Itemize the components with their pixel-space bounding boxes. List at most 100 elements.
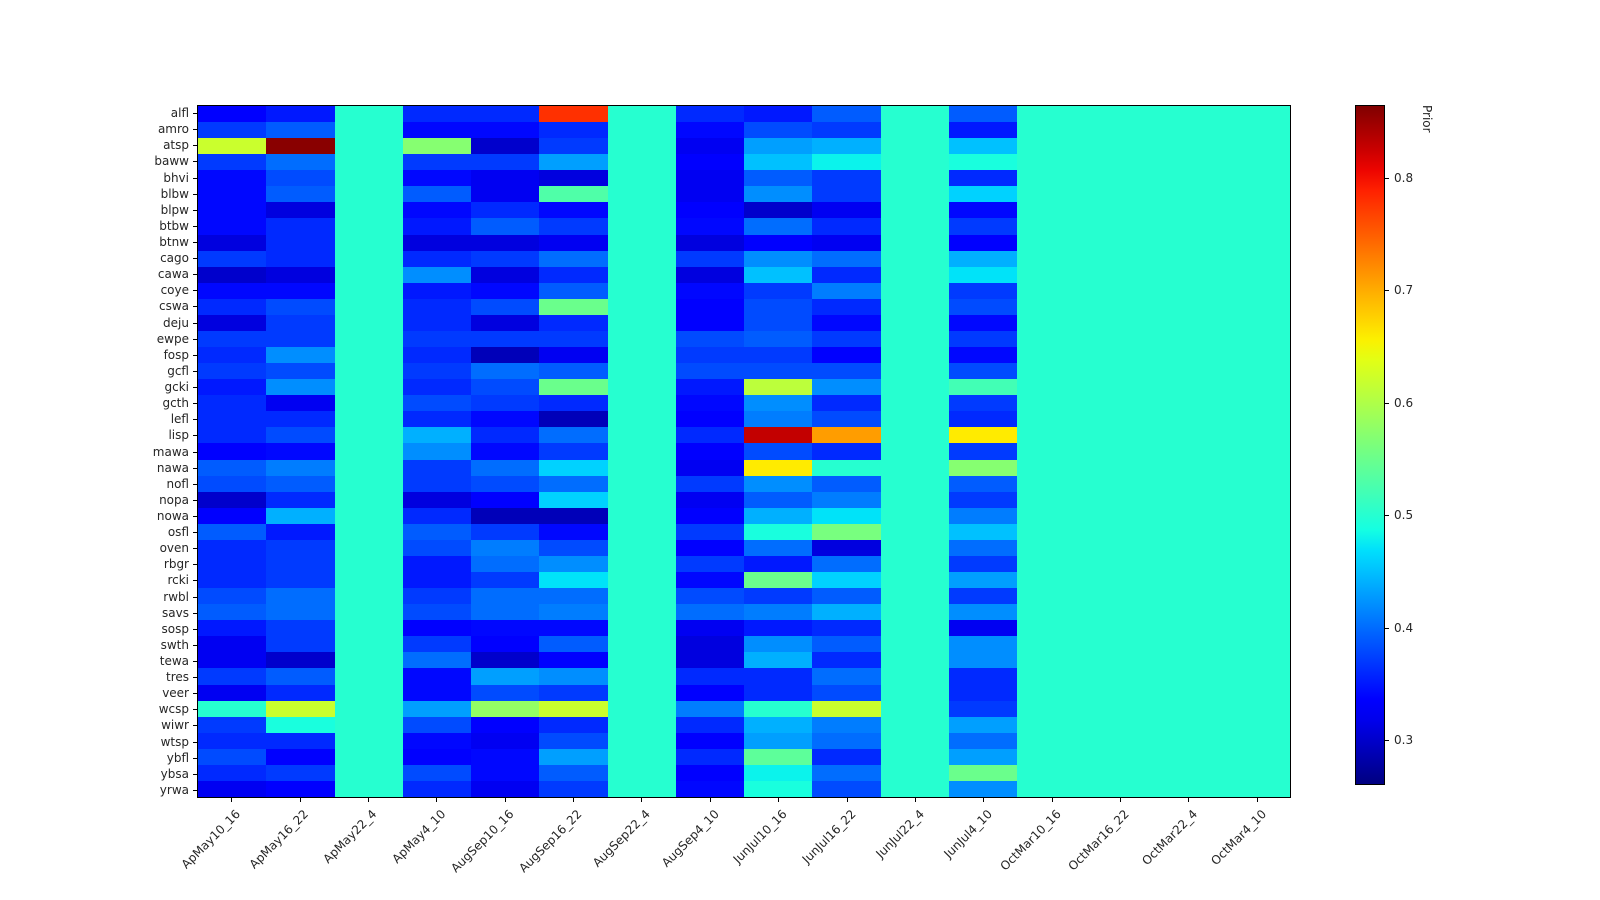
heatmap-cell	[198, 234, 267, 251]
heatmap-cell	[402, 443, 471, 460]
heatmap-cell	[1085, 572, 1154, 589]
heatmap-cell	[266, 138, 335, 155]
y-tick-label: rbgr	[163, 557, 189, 572]
heatmap-cell	[744, 314, 813, 331]
heatmap-cell	[880, 604, 949, 621]
heatmap-cell	[880, 282, 949, 299]
y-tick-label: rcki	[167, 573, 189, 588]
heatmap-cell	[880, 443, 949, 460]
heatmap-cell	[471, 652, 540, 669]
heatmap-cell	[1017, 716, 1086, 733]
heatmap-cell	[539, 202, 608, 219]
heatmap-cell	[607, 652, 676, 669]
heatmap-cell	[198, 218, 267, 235]
heatmap-cell	[334, 411, 403, 428]
heatmap-cell	[948, 491, 1017, 508]
y-tick-mark	[193, 499, 197, 501]
heatmap-cell	[880, 347, 949, 364]
heatmap-cell	[471, 523, 540, 540]
heatmap-cell	[607, 491, 676, 508]
heatmap-cell	[1017, 138, 1086, 155]
x-tick-mark	[573, 798, 575, 802]
heatmap-cell	[198, 636, 267, 653]
heatmap-cell	[744, 138, 813, 155]
heatmap-cell	[471, 636, 540, 653]
heatmap-cell	[471, 266, 540, 283]
heatmap-cell	[402, 652, 471, 669]
heatmap-cell	[880, 700, 949, 717]
heatmap-cell	[880, 122, 949, 139]
heatmap-cell	[402, 588, 471, 605]
heatmap-cell	[266, 186, 335, 203]
heatmap-cell	[198, 202, 267, 219]
heatmap-cell	[539, 347, 608, 364]
heatmap-cell	[198, 314, 267, 331]
heatmap-cell	[266, 330, 335, 348]
heatmap-cell	[402, 266, 471, 283]
heatmap-cell	[948, 395, 1017, 412]
heatmap-cell	[880, 250, 949, 267]
y-tick-label: nofl	[166, 476, 189, 491]
y-tick-label: amro	[157, 122, 189, 137]
heatmap-cell	[607, 314, 676, 331]
heatmap-cell	[948, 298, 1017, 315]
y-tick-mark	[193, 419, 197, 421]
heatmap-cell	[198, 443, 267, 460]
heatmap-cell	[1017, 572, 1086, 589]
heatmap-cell	[539, 588, 608, 605]
heatmap-cell	[880, 363, 949, 380]
heatmap-cell	[1153, 652, 1222, 669]
heatmap-cell	[539, 411, 608, 428]
heatmap-cell	[539, 266, 608, 283]
heatmap-cell	[1017, 427, 1086, 444]
heatmap-cell	[1153, 732, 1222, 749]
heatmap-cell	[539, 443, 608, 460]
heatmap-cell	[1221, 572, 1290, 589]
x-tick-label: JunJul4_10	[941, 807, 996, 861]
heatmap-cell	[1221, 459, 1290, 476]
heatmap-cell	[1017, 684, 1086, 701]
heatmap-cell	[198, 652, 267, 669]
heatmap-cell	[1153, 186, 1222, 203]
heatmap-cell	[471, 475, 540, 492]
heatmap-cell	[1221, 636, 1290, 653]
heatmap-cell	[402, 636, 471, 653]
heatmap-cell	[334, 491, 403, 508]
heatmap-cell	[1017, 411, 1086, 428]
heatmap-cell	[334, 748, 403, 765]
heatmap-cell	[539, 539, 608, 556]
heatmap-cell	[1221, 555, 1290, 573]
heatmap-cell	[948, 748, 1017, 765]
heatmap-cell	[812, 620, 881, 637]
heatmap-cell	[675, 106, 744, 123]
heatmap-cell	[334, 218, 403, 235]
x-tick-mark	[436, 798, 438, 802]
heatmap-cell	[744, 572, 813, 589]
heatmap-cell	[607, 668, 676, 685]
heatmap-cell	[812, 732, 881, 749]
heatmap-cell	[1153, 314, 1222, 331]
x-tick-mark	[1188, 798, 1190, 802]
heatmap-cell	[471, 572, 540, 589]
y-tick-label: sosp	[161, 621, 189, 636]
heatmap-cell	[948, 314, 1017, 331]
heatmap-cell	[812, 330, 881, 348]
heatmap-cell	[198, 716, 267, 733]
heatmap-cell	[266, 443, 335, 460]
heatmap-cell	[1221, 250, 1290, 267]
heatmap-cell	[1085, 684, 1154, 701]
heatmap-cell	[1153, 154, 1222, 171]
heatmap-cell	[1221, 154, 1290, 171]
heatmap-cell	[675, 218, 744, 235]
heatmap-cell	[1153, 218, 1222, 235]
heatmap-cell	[675, 732, 744, 749]
heatmap-cell	[539, 250, 608, 267]
heatmap-cell	[334, 475, 403, 492]
heatmap-cell	[471, 732, 540, 749]
heatmap-cell	[402, 122, 471, 139]
y-tick-label: gcth	[162, 396, 189, 411]
heatmap-cell	[266, 459, 335, 476]
heatmap-cell	[812, 572, 881, 589]
heatmap-cell	[266, 475, 335, 492]
y-tick-mark	[193, 225, 197, 227]
